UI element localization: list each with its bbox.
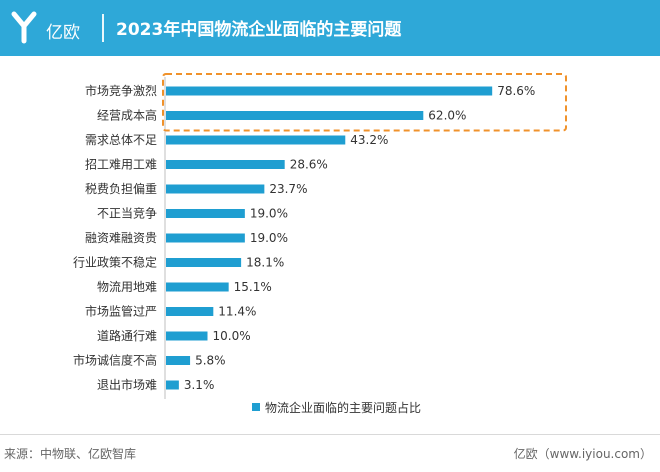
bar xyxy=(166,86,493,96)
header-banner: 亿欧 2023年中国物流企业面临的主要问题 xyxy=(0,0,660,56)
value-label: 23.7% xyxy=(269,182,307,196)
bar-chart: 市场竞争激烈 78.6% 经营成本高 62.0% 需求总体不足 43.2% 招工难用工难 28… xyxy=(73,73,567,415)
header-divider xyxy=(102,14,104,42)
bar xyxy=(166,307,214,316)
bar xyxy=(166,209,245,218)
category-label: 退出市场难 xyxy=(97,377,157,392)
category-label: 融资难融资贵 xyxy=(85,231,157,245)
value-label: 28.6% xyxy=(290,158,328,172)
footer-divider xyxy=(0,434,660,435)
value-label: 19.0% xyxy=(250,231,288,245)
category-label: 市场诚信度不高 xyxy=(73,353,157,368)
highlight-box xyxy=(162,73,567,132)
bar xyxy=(166,111,424,120)
category-label: 市场竞争激烈 xyxy=(85,83,157,98)
credit-text: 亿欧（www.iyiou.com） xyxy=(513,447,652,461)
category-label: 市场监管过严 xyxy=(85,304,157,319)
page-title: 2023年中国物流企业面临的主要问题 xyxy=(116,20,402,40)
bar xyxy=(166,160,285,169)
category-label: 招工难用工难 xyxy=(85,158,157,172)
value-label: 43.2% xyxy=(350,133,388,147)
legend-label: 物流企业面临的主要问题占比 xyxy=(265,400,421,415)
value-label: 3.1% xyxy=(184,378,215,392)
bar xyxy=(166,380,179,390)
bar xyxy=(166,184,265,194)
yiou-logo-icon xyxy=(11,11,37,44)
value-label: 18.1% xyxy=(246,256,284,270)
category-label: 物流用地难 xyxy=(97,280,157,294)
value-label: 19.0% xyxy=(250,207,288,221)
source-text: 来源：中物联、亿欧智库 xyxy=(4,447,137,461)
category-label: 不正当竞争 xyxy=(97,207,157,221)
bar xyxy=(166,282,229,292)
value-label: 15.1% xyxy=(234,280,272,294)
category-label: 需求总体不足 xyxy=(85,133,157,147)
value-label: 5.8% xyxy=(195,354,226,368)
category-label: 道路通行难 xyxy=(97,328,157,343)
category-label: 经营成本高 xyxy=(97,108,157,123)
category-label: 行业政策不稳定 xyxy=(73,255,157,270)
value-label: 62.0% xyxy=(428,109,466,123)
bar xyxy=(166,356,191,365)
value-label: 10.0% xyxy=(213,329,251,343)
value-label: 11.4% xyxy=(218,305,256,319)
legend-swatch xyxy=(252,403,260,411)
bar xyxy=(166,135,346,145)
category-label: 税费负担偏重 xyxy=(85,181,157,196)
bar xyxy=(166,331,208,341)
bar xyxy=(166,258,242,267)
bar xyxy=(166,233,245,243)
logo-text: 亿欧 xyxy=(46,23,80,43)
value-label: 78.6% xyxy=(497,84,535,98)
